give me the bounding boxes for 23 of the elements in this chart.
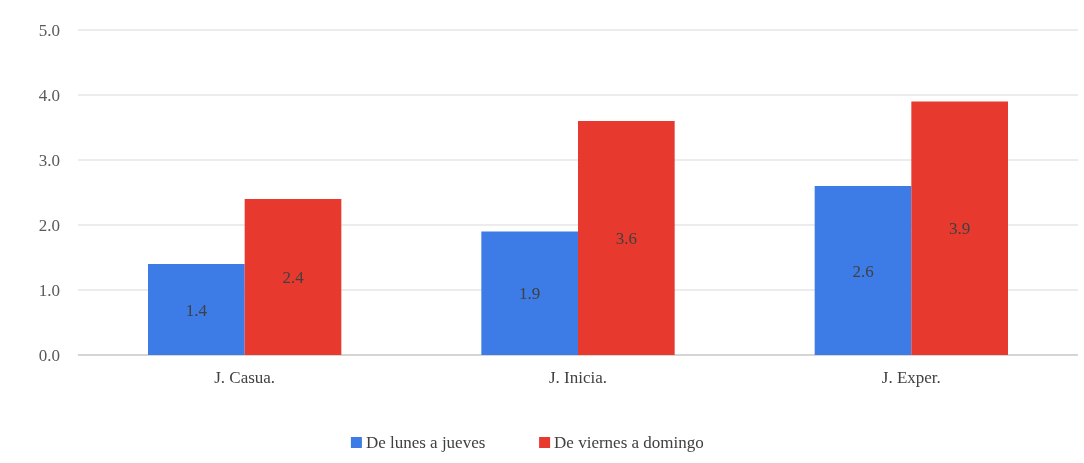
bar <box>244 199 342 355</box>
y-tick-label: 2.0 <box>38 216 60 235</box>
y-tick-label: 4.0 <box>38 86 60 105</box>
y-tick-label: 1.0 <box>38 281 60 300</box>
y-tick-label: 3.0 <box>38 151 60 170</box>
data-label: 3.9 <box>949 219 971 239</box>
y-tick-label: 5.0 <box>38 21 60 40</box>
bar <box>481 231 578 355</box>
bar <box>578 121 675 355</box>
data-label: 3.6 <box>615 229 637 248</box>
data-label: 2.6 <box>852 261 874 281</box>
data-label: 2.4 <box>282 268 305 287</box>
x-tick-label: J. Casua. <box>214 368 276 387</box>
x-tick-label: J. Exper. <box>881 368 941 387</box>
data-label: 1.4 <box>185 300 208 320</box>
data-label: 1.9 <box>519 284 541 304</box>
bar <box>814 186 912 355</box>
bar <box>911 101 1008 355</box>
x-tick-label: J. Inicia. <box>548 368 608 387</box>
bar <box>148 264 245 355</box>
legend-label: De viernes a domingo <box>554 433 704 452</box>
y-tick-label: 0.0 <box>38 346 60 365</box>
legend-label: De lunes a jueves <box>365 433 486 452</box>
